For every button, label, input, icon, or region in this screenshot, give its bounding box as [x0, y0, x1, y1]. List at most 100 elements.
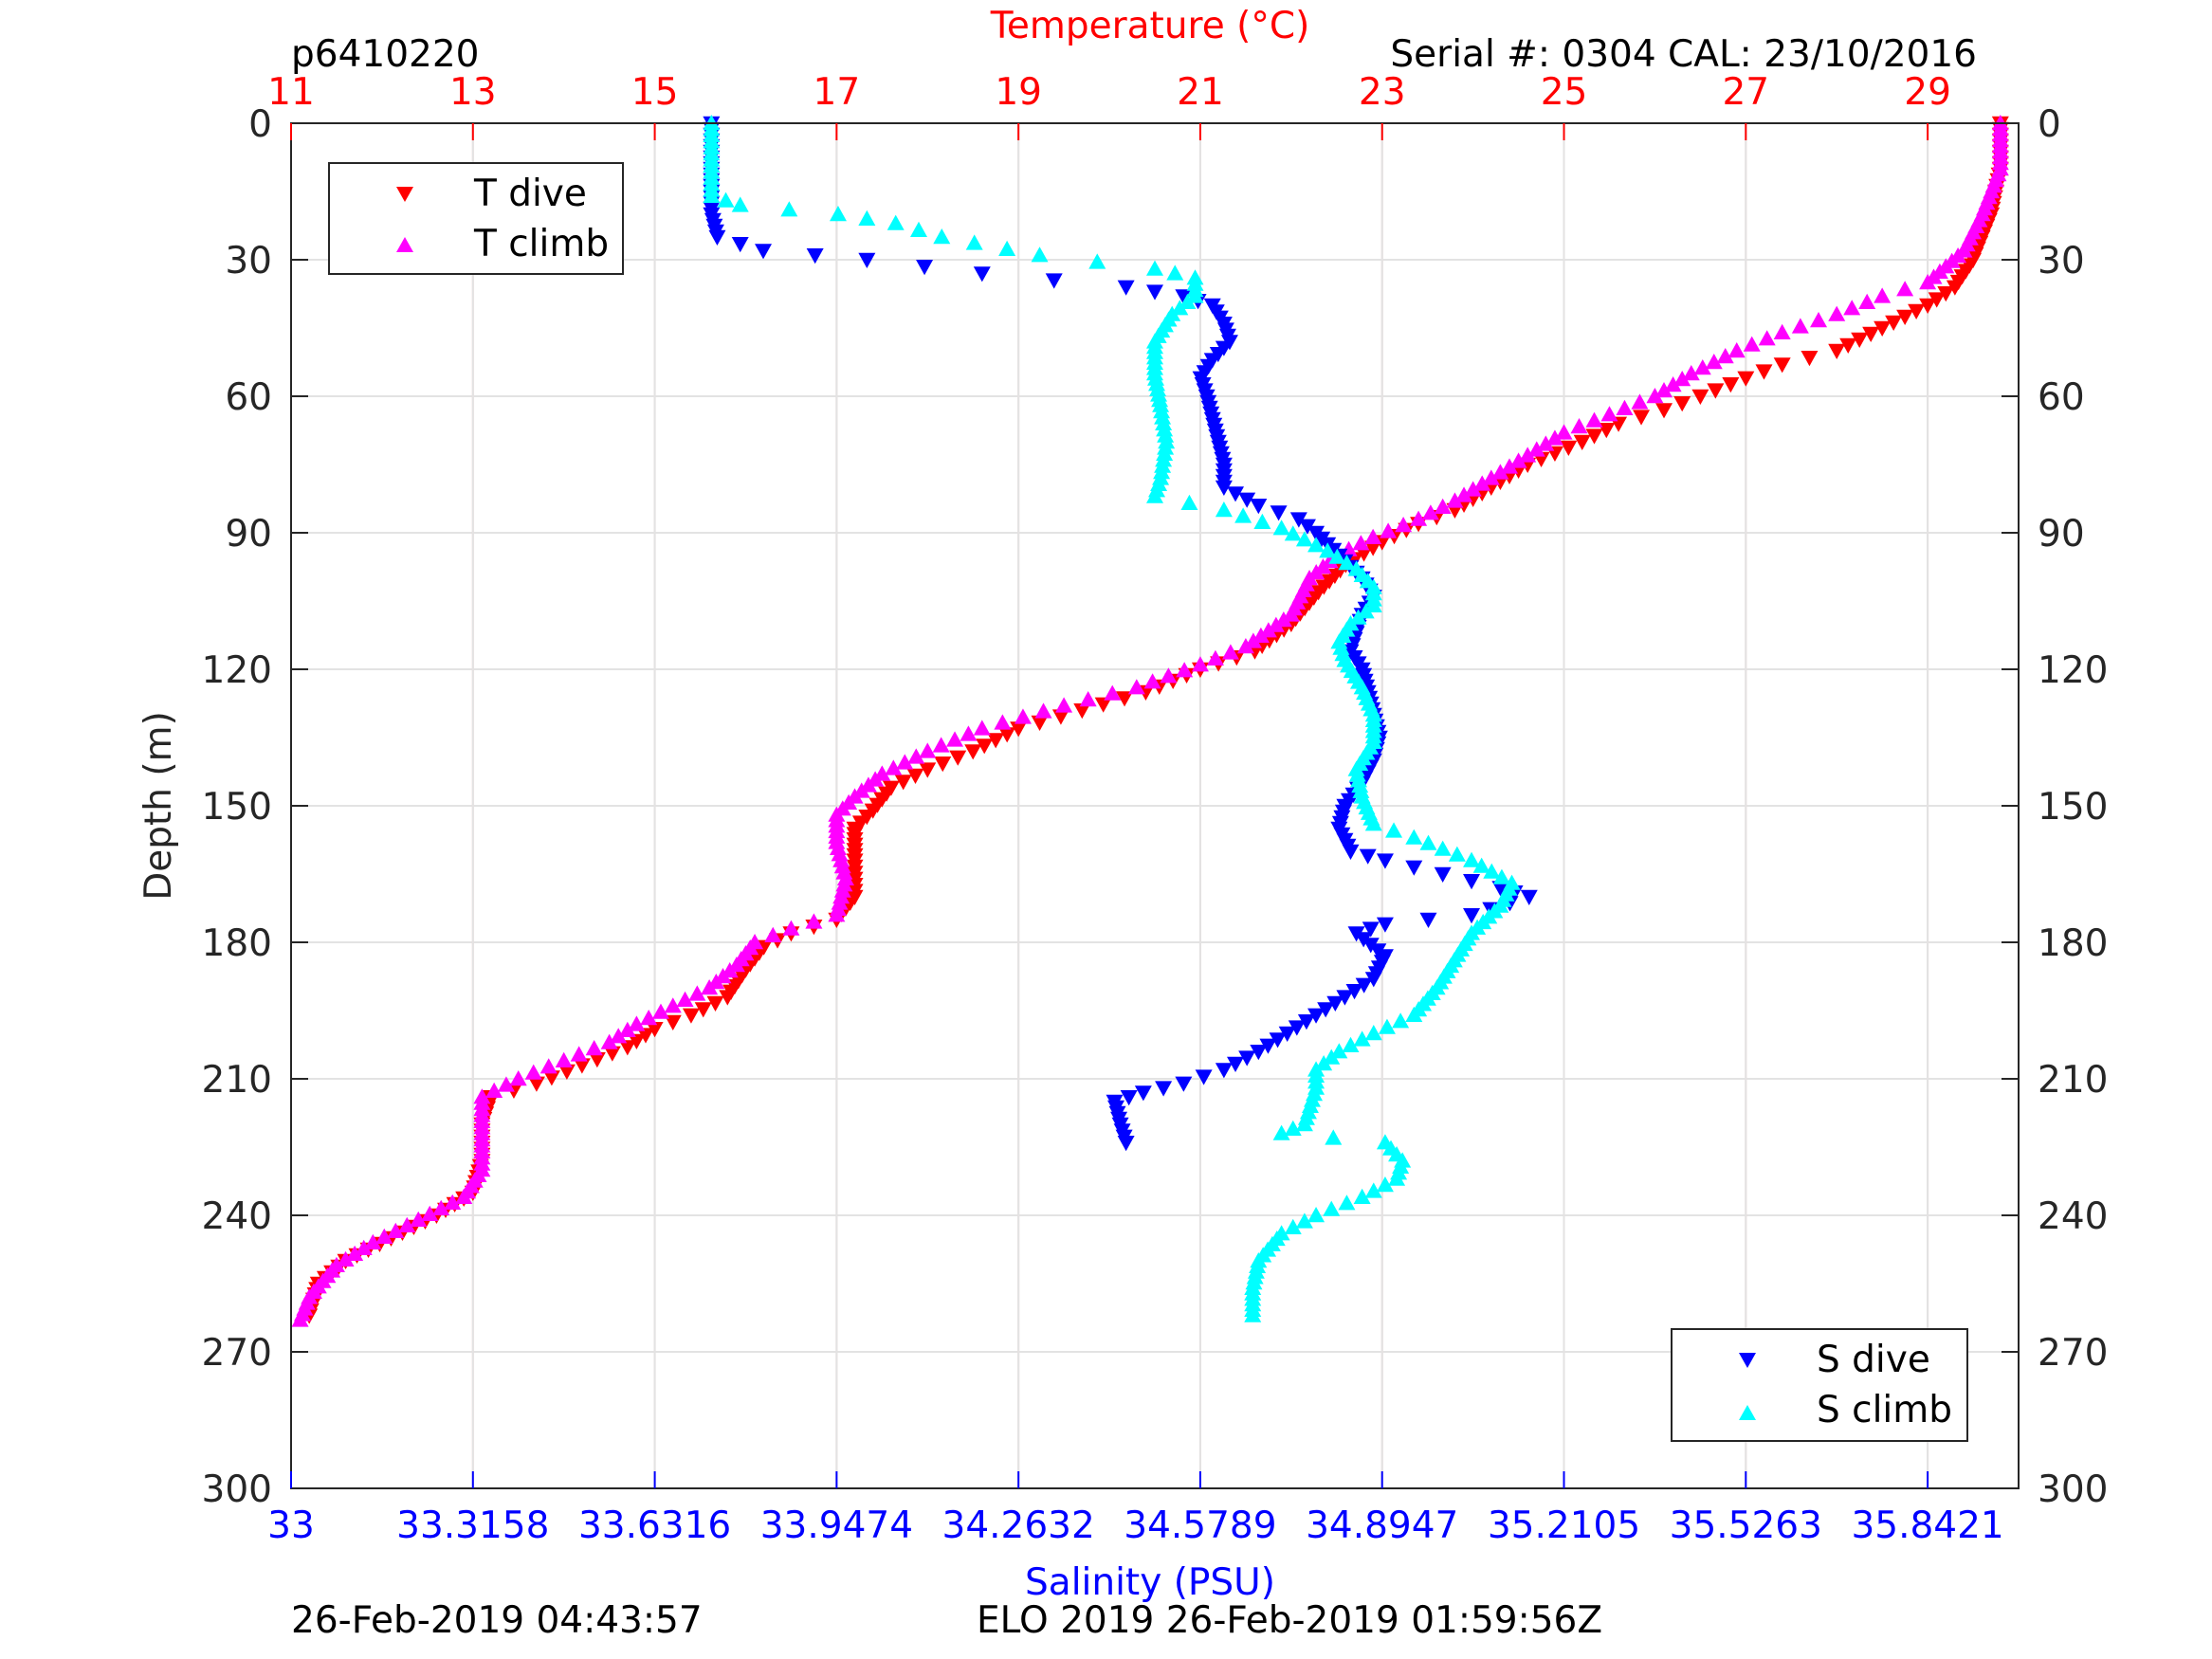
- data-point: [1509, 452, 1527, 468]
- data-point: [1633, 410, 1651, 426]
- data-point: [664, 997, 682, 1013]
- data-point: [1323, 1200, 1341, 1216]
- data-point: [906, 768, 924, 784]
- data-point: [994, 714, 1012, 730]
- data-point: [1051, 709, 1069, 725]
- depth-tick-label-left: 300: [202, 1468, 272, 1511]
- data-point: [1315, 1055, 1333, 1071]
- data-point: [1828, 305, 1846, 321]
- data-point: [1215, 1063, 1233, 1079]
- data-point: [973, 266, 991, 283]
- data-point: [1392, 1012, 1410, 1029]
- data-point: [1463, 908, 1481, 924]
- data-point: [1491, 464, 1509, 480]
- data-point: [432, 1199, 450, 1215]
- data-point: [640, 1010, 658, 1026]
- data-point: [1560, 440, 1578, 456]
- data-point: [1500, 458, 1518, 474]
- data-point: [1236, 638, 1254, 654]
- data-point: [703, 187, 721, 203]
- data-point: [780, 201, 798, 217]
- data-point: [1705, 354, 1723, 370]
- data-point: [1919, 298, 1937, 314]
- footer-timestamp: 26-Feb-2019 04:43:57: [291, 1599, 703, 1642]
- data-point: [1482, 469, 1500, 485]
- data-point: [1176, 662, 1194, 678]
- data-point: [1483, 863, 1501, 879]
- data-point: [628, 1033, 646, 1049]
- data-point: [1362, 921, 1380, 938]
- data-point: [1079, 691, 1097, 707]
- data-point: [398, 1216, 416, 1232]
- data-point: [1227, 1056, 1245, 1072]
- data-point: [1270, 505, 1288, 521]
- data-point: [1259, 1038, 1277, 1054]
- data-point: [806, 248, 824, 264]
- data-point: [542, 1070, 560, 1086]
- t-climb-series: [291, 115, 2009, 1327]
- data-point: [1616, 399, 1634, 415]
- data-point: [1464, 481, 1482, 497]
- temperature-axis-label: Temperature (°C): [990, 5, 1310, 47]
- depth-tick-label-left: 60: [225, 376, 272, 419]
- data-point: [1421, 504, 1439, 520]
- salinity-tick-label: 33.6316: [578, 1504, 731, 1547]
- data-point: [455, 1188, 473, 1204]
- depth-tick-label-left: 180: [202, 922, 272, 965]
- t-dive-legend-marker: [396, 187, 413, 202]
- data-point: [1463, 851, 1481, 867]
- depth-ticks-right: 0 30 60 90 120 150 180 210 240 270 300: [2002, 103, 2108, 1511]
- data-point: [664, 1014, 682, 1030]
- salinity-legend-box: [1671, 1328, 1968, 1442]
- data-point: [1278, 1026, 1296, 1042]
- data-point: [1250, 499, 1268, 515]
- data-point: [1395, 517, 1413, 533]
- salinity-tick-label: 35.5263: [1670, 1504, 1822, 1547]
- data-point: [1585, 411, 1603, 428]
- data-point: [558, 1064, 576, 1080]
- data-point: [1345, 984, 1363, 1000]
- depth-tick-label-right: 60: [2038, 376, 2085, 419]
- data-point: [1323, 1048, 1341, 1065]
- data-point: [1492, 868, 1510, 884]
- data-point: [1155, 451, 1173, 467]
- data-point: [1380, 522, 1398, 538]
- depth-tick-label-left: 90: [225, 513, 272, 556]
- data-point: [1353, 1188, 1371, 1204]
- data-point: [782, 920, 800, 936]
- data-point: [1250, 1045, 1268, 1061]
- depth-ticks-left: 0 30 60 90 120 150 180 210 240 270 300: [202, 103, 308, 1511]
- data-point: [1094, 697, 1112, 713]
- t-dive-legend-label: T dive: [473, 173, 587, 215]
- depth-tick-label-right: 90: [2038, 513, 2085, 556]
- data-point: [539, 1058, 558, 1074]
- data-point: [949, 750, 967, 766]
- data-point: [1031, 715, 1049, 731]
- temperature-tick-label: 29: [1904, 71, 1951, 114]
- data-point: [636, 1028, 654, 1044]
- data-point: [1156, 445, 1174, 461]
- data-point: [1364, 528, 1382, 544]
- s-climb-legend-label: S climb: [1817, 1389, 1952, 1431]
- data-point: [1154, 409, 1172, 425]
- data-point: [1215, 501, 1233, 518]
- data-point: [1405, 829, 1423, 845]
- data-point: [1463, 874, 1481, 890]
- data-point: [894, 775, 912, 791]
- data-point: [1158, 433, 1176, 449]
- data-point: [1116, 691, 1134, 707]
- data-point: [1419, 834, 1437, 850]
- data-point: [1908, 303, 1926, 319]
- data-point: [1691, 389, 1709, 405]
- data-point: [1862, 326, 1880, 342]
- data-point: [410, 1211, 428, 1227]
- data-point: [509, 1070, 527, 1086]
- data-point: [444, 1194, 462, 1210]
- data-point: [731, 237, 749, 253]
- salinity-tick-label: 33.3158: [396, 1504, 549, 1547]
- data-point: [524, 1064, 542, 1080]
- depth-tick-label-right: 180: [2038, 922, 2108, 965]
- data-point: [1364, 1182, 1382, 1198]
- data-point: [497, 1076, 515, 1092]
- data-point: [1221, 644, 1239, 660]
